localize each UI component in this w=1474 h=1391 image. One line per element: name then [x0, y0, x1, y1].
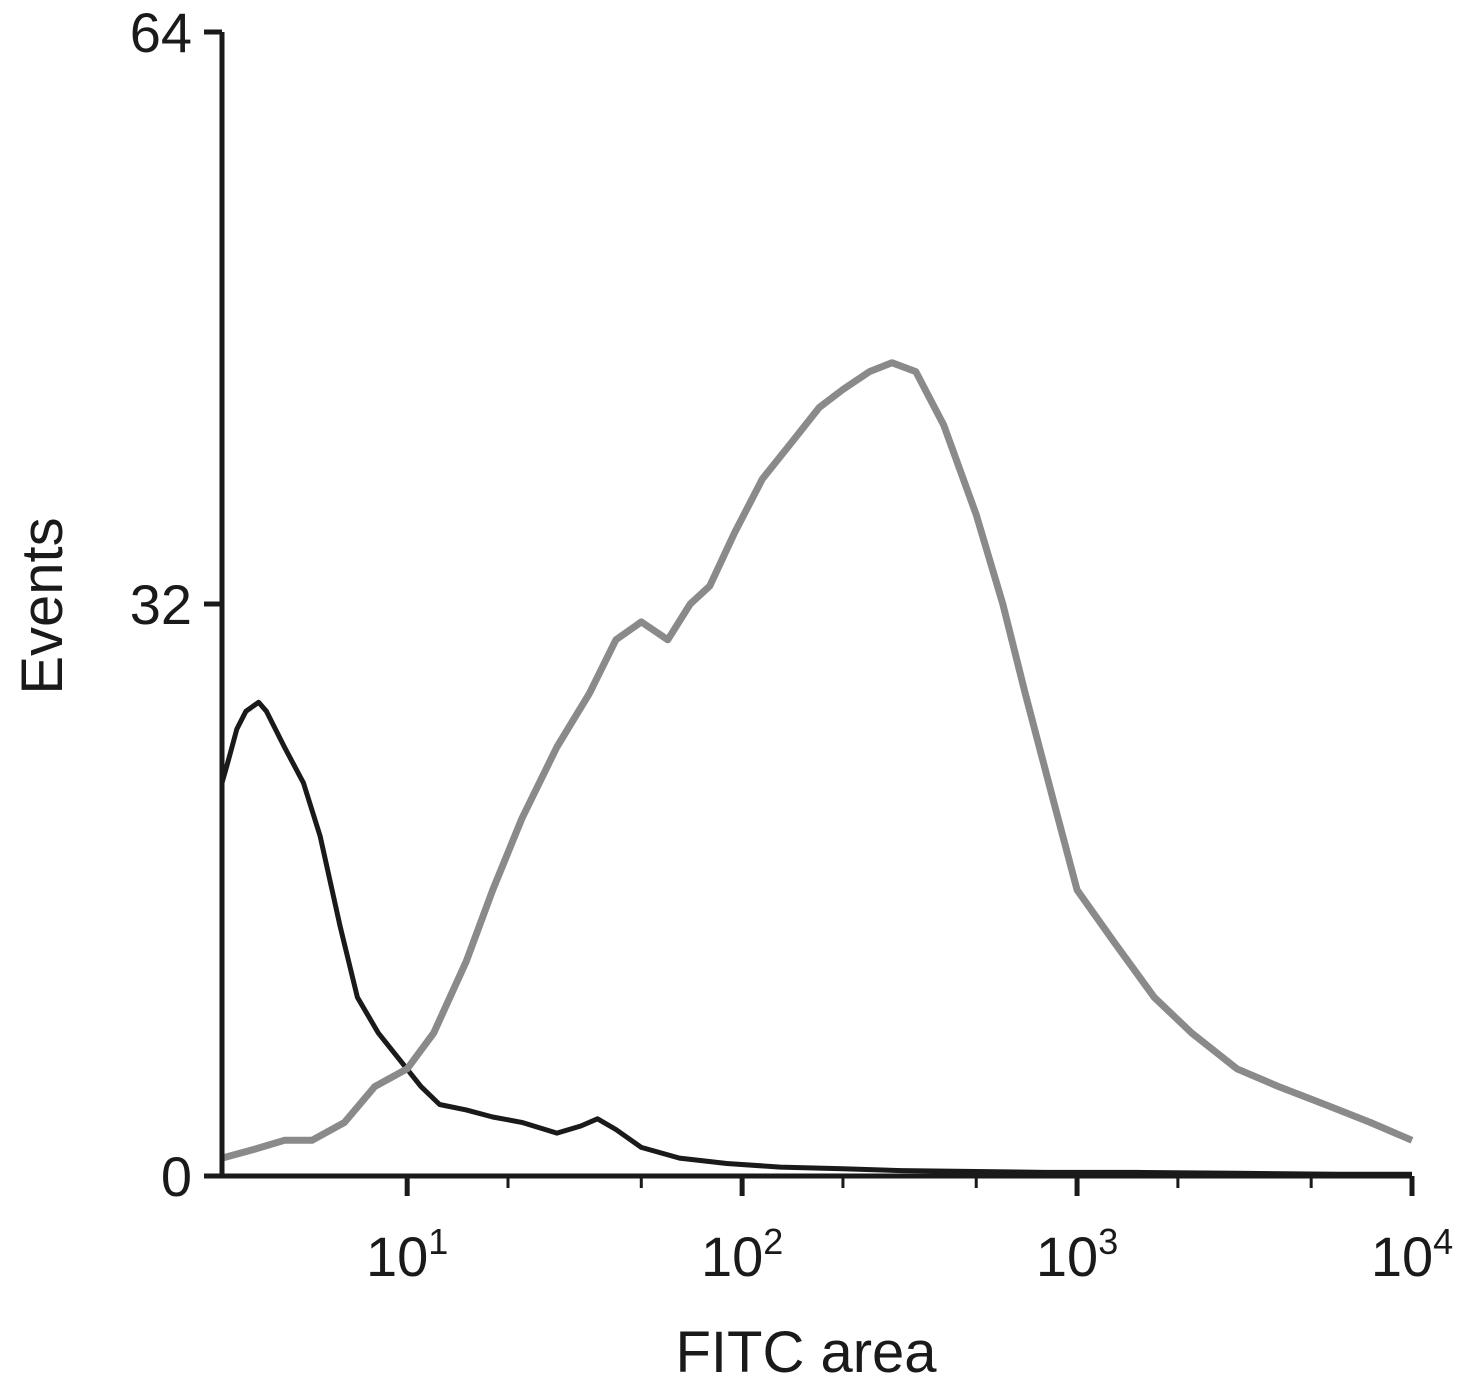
x-ticks: 101 102 103 104 — [366, 1176, 1453, 1288]
series-layer — [219, 359, 1414, 1177]
x-tick-label-3: 104 — [1371, 1221, 1453, 1288]
x-tick-label-0: 101 — [366, 1221, 448, 1288]
x-tick-label-1: 102 — [701, 1221, 783, 1288]
series-line-2 — [221, 359, 1414, 1162]
y-ticks: 0 32 64 — [130, 1, 222, 1208]
x-tick-label-2: 103 — [1036, 1221, 1118, 1288]
y-axis-title: Events — [10, 517, 75, 694]
y-tick-label-1: 32 — [130, 573, 192, 636]
y-tick-label-2: 64 — [130, 1, 192, 64]
y-tick-label-0: 0 — [161, 1145, 192, 1208]
series-line-1 — [219, 699, 1412, 1177]
x-axis-title: FITC area — [675, 1320, 937, 1385]
